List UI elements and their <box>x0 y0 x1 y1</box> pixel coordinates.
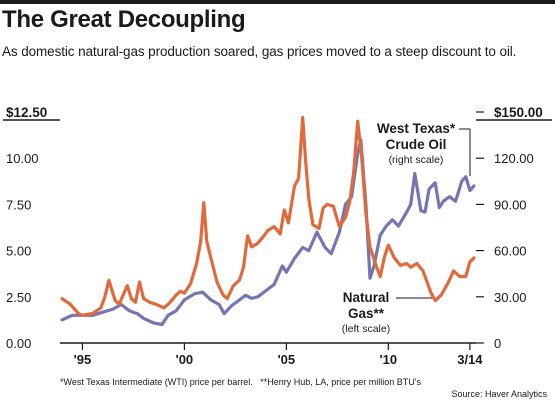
footnote-wti: *West Texas Intermediate (WTI) price per… <box>60 377 253 387</box>
left-tick-label: 0.00 <box>6 336 31 351</box>
gas-label-line2: Gas** <box>348 306 385 321</box>
right-tick-label: 60.00 <box>494 244 527 259</box>
oil-label-line1: West Texas* <box>377 121 456 136</box>
x-axis: '95 '00 '05 '10 3/14 <box>74 343 483 367</box>
gas-label-line1: Natural <box>343 290 390 305</box>
left-tick-label: 7.50 <box>6 197 31 212</box>
left-axis: 0.00 2.50 5.00 7.50 10.00 $12.50 <box>3 105 60 351</box>
gas-scale-note: (left scale) <box>342 323 390 335</box>
x-tick-label: '05 <box>278 352 296 367</box>
series-layer <box>60 115 476 327</box>
right-axis: 0 30.00 60.00 90.00 120.00 $150.00 <box>476 105 552 351</box>
right-tick-label: 30.00 <box>494 290 527 305</box>
chart-title: The Great Decoupling <box>2 6 246 33</box>
crude-oil-line <box>60 138 476 327</box>
oil-label-line2: Crude Oil <box>386 137 447 152</box>
right-tick-label: 0 <box>494 336 501 351</box>
x-tick-label: '95 <box>74 352 92 367</box>
right-tick-label: $150.00 <box>494 105 543 120</box>
oil-annotation: West Texas* Crude Oil (right scale) <box>377 121 471 176</box>
footnote-henry-hub: **Henry Hub, LA, price per million BTU's <box>260 377 422 387</box>
footnote: *West Texas Intermediate (WTI) price per… <box>60 377 421 387</box>
x-tick-label: '00 <box>176 352 194 367</box>
natural-gas-line <box>60 115 476 317</box>
left-tick-label: 10.00 <box>6 151 39 166</box>
source-note: Source: Haver Analytics <box>451 389 547 399</box>
top-rule <box>0 0 555 4</box>
right-tick-label: 120.00 <box>494 151 534 166</box>
oil-scale-note: (right scale) <box>389 154 444 166</box>
right-tick-label: 90.00 <box>494 197 527 212</box>
left-tick-label: $12.50 <box>6 105 47 120</box>
chart-subtitle: As domestic natural-gas production soare… <box>2 44 517 59</box>
gas-annotation: Natural Gas** (left scale) <box>342 290 432 335</box>
x-tick-label: 3/14 <box>457 352 483 367</box>
left-tick-label: 2.50 <box>6 290 31 305</box>
left-tick-label: 5.00 <box>6 244 31 259</box>
x-tick-label: '10 <box>380 352 398 367</box>
